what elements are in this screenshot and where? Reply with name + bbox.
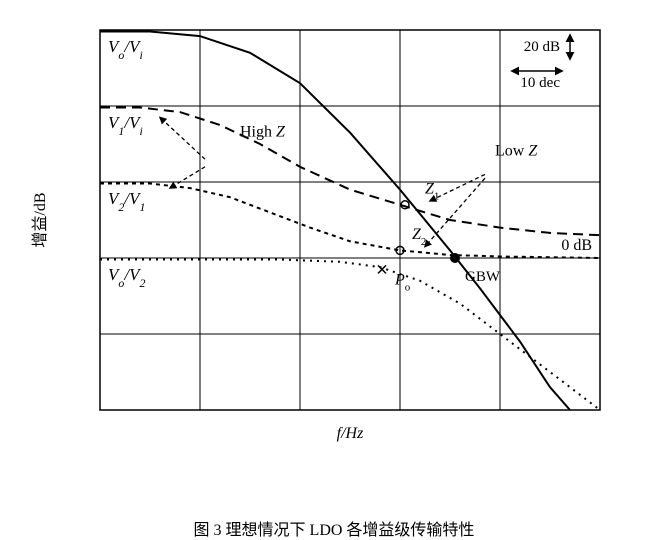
svg-text:0 dB: 0 dB (561, 237, 592, 254)
chart-container: Vo/Vi V1/Vi V2/V1 Vo/V2 0 dB f/Hz 增益/dB 20 dB 10… (0, 0, 668, 508)
figure-caption: 图 3 理想情况下 LDO 各增益级传输特性 (0, 516, 668, 540)
chart-svg: Vo/Vi V1/Vi V2/V1 Vo/V2 0 dB f/Hz 增益/dB 20 dB 10… (0, 0, 668, 460)
svg-text:Po: Po (394, 272, 411, 294)
svg-text:GBW: GBW (465, 269, 501, 285)
svg-text:V2/V1: V2/V1 (108, 189, 145, 214)
svg-text:Z1: Z1 (425, 180, 439, 202)
svg-text:增益/dB: 增益/dB (31, 192, 49, 247)
svg-text:Z2: Z2 (412, 226, 426, 248)
svg-text:Vo/Vi: Vo/Vi (108, 37, 143, 62)
svg-text:10 dec: 10 dec (520, 75, 560, 91)
svg-text:Vo/V2: Vo/V2 (108, 265, 145, 290)
svg-text:V1/Vi: V1/Vi (108, 113, 143, 138)
svg-text:20 dB: 20 dB (524, 39, 560, 55)
svg-text:Low Z: Low Z (495, 142, 538, 159)
svg-text:High Z: High Z (240, 123, 286, 140)
svg-text:f/Hz: f/Hz (337, 425, 364, 442)
